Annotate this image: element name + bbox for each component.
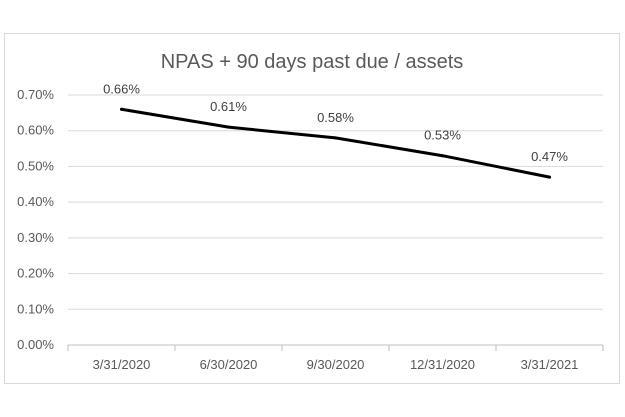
chart-title: NPAS + 90 days past due / assets [161,51,464,73]
data-labels: 0.66% 0.61% 0.58% 0.53% 0.47% [103,81,568,164]
data-point [334,136,337,140]
y-tick-label: 0.70% [17,87,54,102]
x-tick-label: 3/31/2020 [93,357,151,372]
data-label: 0.53% [424,128,461,143]
y-tick-label: 0.20% [17,266,54,281]
data-label: 0.58% [317,110,354,125]
x-axis [67,344,604,351]
y-tick-label: 0.30% [17,230,54,245]
gridlines [68,94,603,310]
y-tick-label: 0.60% [17,123,54,138]
data-point [227,125,230,129]
data-point [120,107,123,111]
y-tick-label: 0.50% [17,158,54,173]
data-label: 0.47% [531,149,568,164]
x-tick-label: 9/30/2020 [307,357,365,372]
data-label: 0.61% [210,99,247,114]
data-label: 0.66% [103,81,140,96]
chart-frame [4,33,620,384]
x-tick-label: 3/31/2021 [521,357,579,372]
y-tick-label: 0.40% [17,194,54,209]
series-line-group [120,107,551,179]
x-tick-label: 12/31/2020 [410,357,475,372]
x-tick-label: 6/30/2020 [200,357,258,372]
x-axis-ticks: 3/31/2020 6/30/2020 9/30/2020 12/31/2020 3/3… [93,357,579,372]
data-point [548,175,551,179]
data-point [441,154,444,158]
y-tick-label: 0.00% [17,337,54,352]
y-axis-ticks: 0.00% 0.10% 0.20% 0.30% 0.40% 0.50% 0.60% 0.70% [17,87,54,352]
y-tick-label: 0.10% [17,301,54,316]
